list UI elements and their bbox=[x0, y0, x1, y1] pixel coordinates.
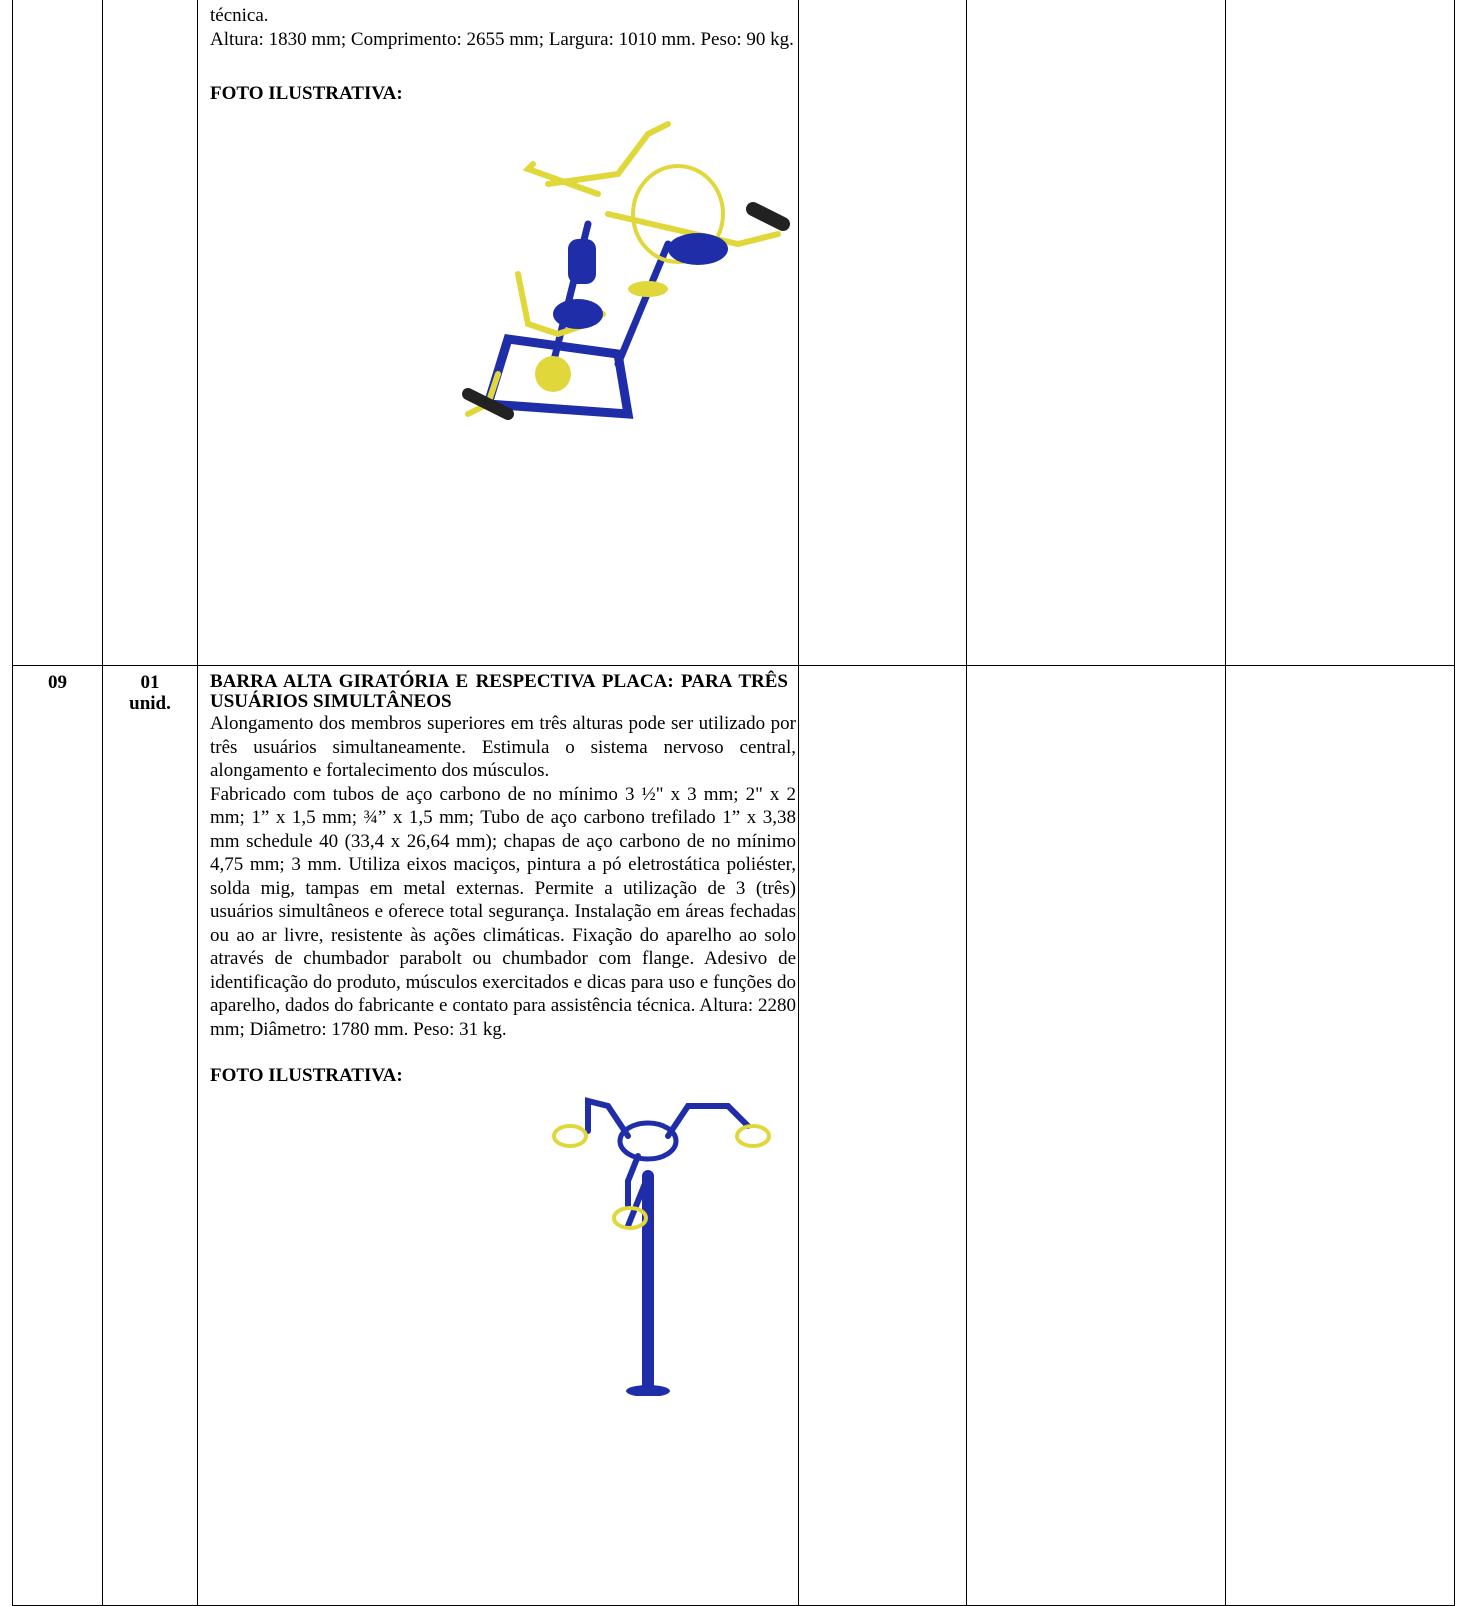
description-cell: técnica. Altura: 1830 mm; Comprimento: 2… bbox=[197, 0, 799, 666]
paragraph: técnica. bbox=[210, 5, 269, 26]
item-cell bbox=[12, 0, 103, 666]
item-cell: 09 bbox=[12, 665, 103, 1606]
table-row: 09 01 unid. BARRA ALTA GIRATÓRIA E RESPE… bbox=[12, 665, 1455, 1606]
photo-label: FOTO ILUSTRATIVA: bbox=[210, 1065, 403, 1086]
cell bbox=[966, 0, 1226, 666]
quantity-unit: unid. bbox=[129, 693, 171, 714]
cell bbox=[1225, 665, 1455, 1606]
description-cell: BARRA ALTA GIRATÓRIA E RESPECTIVA PLACA:… bbox=[197, 665, 799, 1606]
paragraph: Altura: 1830 mm; Comprimento: 2655 mm; L… bbox=[210, 29, 794, 50]
item-title: BARRA ALTA GIRATÓRIA E RESPECTIVA PLACA:… bbox=[210, 671, 788, 712]
paragraph: Alongamento dos membros superiores em tr… bbox=[210, 713, 796, 781]
paragraph: Fabricado com tubos de aço carbono de no… bbox=[210, 783, 796, 1040]
product-photo bbox=[552, 1097, 771, 1396]
photo-label: FOTO ILUSTRATIVA: bbox=[210, 83, 403, 104]
cell bbox=[966, 665, 1226, 1606]
quantity-cell bbox=[102, 0, 198, 666]
quantity: 01 bbox=[140, 672, 160, 693]
cell bbox=[1225, 0, 1455, 666]
quantity-cell: 01 unid. bbox=[102, 665, 198, 1606]
items-table: técnica. Altura: 1830 mm; Comprimento: 2… bbox=[12, 0, 1455, 1606]
item-number: 09 bbox=[48, 672, 67, 693]
cell bbox=[798, 0, 967, 666]
product-photo bbox=[462, 121, 790, 420]
cell bbox=[798, 665, 967, 1606]
table-row: técnica. Altura: 1830 mm; Comprimento: 2… bbox=[12, 0, 1455, 666]
